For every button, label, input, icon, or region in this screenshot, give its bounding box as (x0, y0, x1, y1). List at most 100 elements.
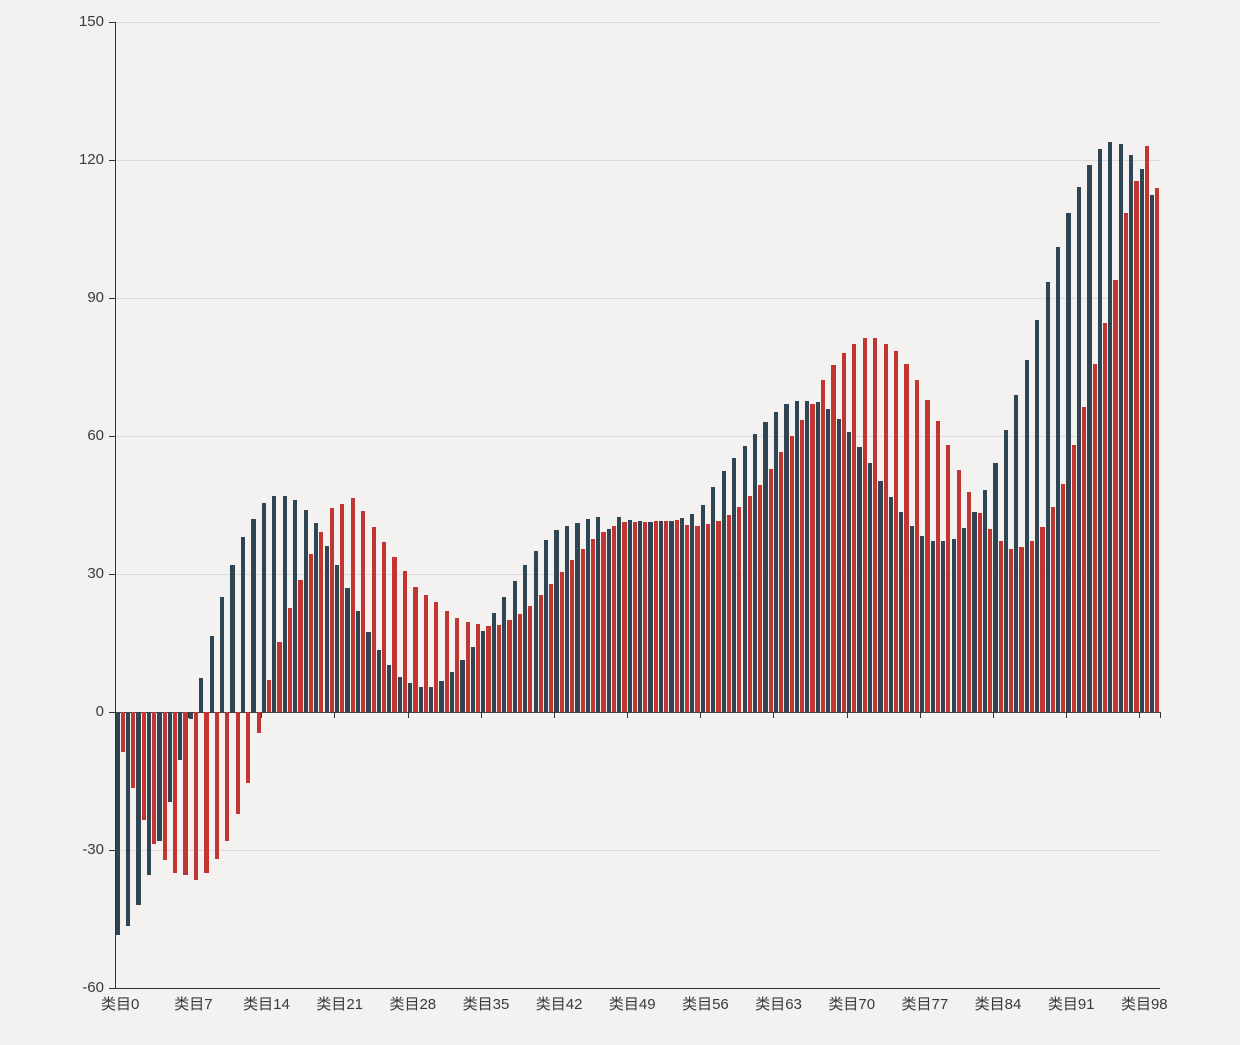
bar-series-dark[interactable] (366, 631, 371, 712)
bar-series-dark[interactable] (773, 412, 779, 712)
bar-series-red[interactable] (277, 642, 282, 712)
bar-series-dark[interactable] (512, 580, 517, 712)
bar-series-red[interactable] (340, 503, 345, 712)
bar-series-dark[interactable] (429, 686, 434, 712)
bar-series-red[interactable] (559, 571, 564, 712)
bar-series-red[interactable] (235, 712, 240, 815)
bar-series-red[interactable] (590, 539, 596, 712)
bar-series-red[interactable] (611, 525, 617, 712)
bar-series-red[interactable] (402, 570, 408, 712)
bar-series-red[interactable] (841, 352, 846, 712)
bar-series-dark[interactable] (543, 539, 549, 712)
bar-series-dark[interactable] (711, 486, 716, 712)
bar-series-red[interactable] (350, 498, 355, 712)
bar-series-dark[interactable] (240, 537, 246, 712)
bar-series-red[interactable] (1123, 212, 1129, 712)
bar-series-red[interactable] (392, 556, 397, 712)
bar-series-red[interactable] (246, 712, 251, 784)
bar-series-red[interactable] (894, 351, 899, 712)
bar-series-red[interactable] (381, 541, 387, 712)
bar-series-red[interactable] (507, 620, 512, 712)
bar-series-red[interactable] (1082, 406, 1087, 712)
bar-series-dark[interactable] (188, 712, 193, 719)
bar-series-red[interactable] (653, 520, 658, 712)
bar-series-dark[interactable] (272, 495, 277, 712)
bar-series-red[interactable] (476, 623, 481, 712)
bar-series-red[interactable] (1134, 180, 1139, 712)
bar-series-dark[interactable] (376, 649, 381, 712)
bar-series-dark[interactable] (199, 677, 204, 712)
bar-series-dark[interactable] (115, 712, 120, 936)
bar-series-dark[interactable] (564, 525, 570, 712)
bar-series-red[interactable] (988, 528, 993, 712)
bar-series-dark[interactable] (669, 520, 674, 712)
bar-series-dark[interactable] (721, 471, 726, 712)
bar-series-red[interactable] (183, 712, 188, 876)
bar-series-red[interactable] (1040, 527, 1045, 712)
bar-series-dark[interactable] (439, 681, 444, 712)
bar-series-red[interactable] (747, 496, 752, 712)
bar-series-red[interactable] (779, 452, 784, 712)
bar-series-dark[interactable] (794, 400, 799, 712)
bar-series-red[interactable] (1071, 444, 1076, 712)
bar-series-red[interactable] (434, 601, 439, 712)
bar-series-red[interactable] (967, 491, 972, 712)
bar-series-dark[interactable] (878, 480, 883, 712)
bar-series-dark[interactable] (136, 712, 141, 906)
bar-series-dark[interactable] (826, 408, 831, 712)
bar-series-dark[interactable] (523, 564, 528, 712)
bar-series-red[interactable] (1061, 483, 1066, 712)
bar-series-dark[interactable] (251, 518, 256, 712)
bar-series-red[interactable] (1050, 506, 1055, 712)
bar-series-red[interactable] (998, 541, 1003, 712)
bar-series-dark[interactable] (460, 660, 465, 712)
bar-series-red[interactable] (1103, 323, 1108, 712)
bar-series-red[interactable] (308, 553, 313, 712)
bar-series-red[interactable] (674, 520, 679, 712)
bar-series-red[interactable] (956, 470, 961, 712)
bar-series-dark[interactable] (763, 422, 768, 712)
bar-series-dark[interactable] (888, 497, 893, 712)
bar-series-dark[interactable] (606, 528, 611, 712)
bar-series-red[interactable] (120, 712, 125, 752)
bar-series-dark[interactable] (1056, 247, 1061, 712)
bar-series-dark[interactable] (293, 500, 298, 712)
bar-series-red[interactable] (883, 343, 888, 712)
bar-series-dark[interactable] (408, 683, 413, 712)
bar-series-red[interactable] (528, 605, 533, 712)
bar-series-dark[interactable] (909, 525, 914, 712)
bar-series-red[interactable] (225, 712, 230, 841)
bar-series-dark[interactable] (220, 597, 225, 712)
bar-series-dark[interactable] (658, 520, 664, 712)
bar-series-dark[interactable] (355, 610, 361, 712)
bar-series-red[interactable] (465, 622, 470, 712)
bar-series-red[interactable] (517, 614, 522, 712)
bar-series-red[interactable] (444, 610, 449, 712)
bar-series-red[interactable] (256, 712, 261, 733)
bar-series-dark[interactable] (324, 546, 329, 712)
bar-series-red[interactable] (1019, 547, 1024, 712)
bar-series-red[interactable] (172, 712, 178, 873)
bar-series-red[interactable] (455, 617, 460, 712)
bar-series-dark[interactable] (1024, 359, 1029, 712)
bar-series-dark[interactable] (167, 712, 172, 802)
bar-series-dark[interactable] (1150, 194, 1155, 712)
bar-series-dark[interactable] (1035, 319, 1040, 712)
bar-series-dark[interactable] (617, 516, 622, 712)
bar-series-dark[interactable] (125, 712, 131, 926)
bar-series-dark[interactable] (1118, 143, 1123, 712)
bar-series-dark[interactable] (585, 519, 590, 712)
bar-series-red[interactable] (1144, 146, 1150, 712)
bar-series-dark[interactable] (857, 446, 862, 712)
bar-series-red[interactable] (413, 586, 418, 712)
bar-series-red[interactable] (423, 594, 428, 712)
bar-series-dark[interactable] (899, 512, 904, 712)
bar-series-red[interactable] (925, 399, 930, 712)
bar-series-red[interactable] (193, 712, 199, 880)
bar-series-red[interactable] (141, 712, 146, 821)
bar-series-red[interactable] (1092, 363, 1097, 712)
bar-series-dark[interactable] (481, 630, 486, 712)
bar-series-dark[interactable] (972, 511, 977, 712)
bar-series-dark[interactable] (575, 523, 580, 712)
bar-series-red[interactable] (486, 625, 491, 712)
